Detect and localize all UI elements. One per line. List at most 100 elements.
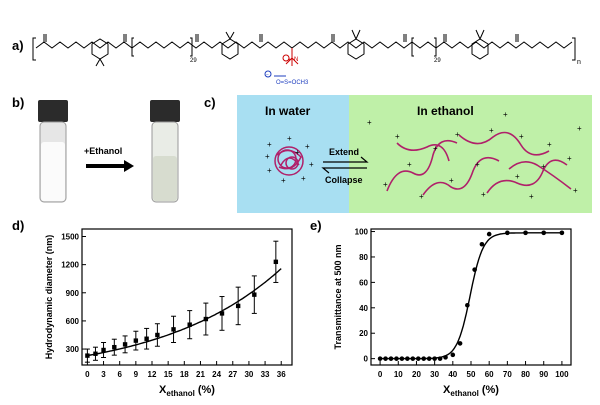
data-point xyxy=(432,356,437,361)
data-point xyxy=(457,341,463,346)
x-tick-label: 60 xyxy=(485,370,494,379)
x-axis-label-main: X xyxy=(443,384,451,396)
data-point xyxy=(541,230,547,236)
vial-cap-right xyxy=(150,100,180,122)
x-tick-label: 10 xyxy=(394,370,403,379)
peg-repeat-2: 29 xyxy=(434,58,441,64)
data-point xyxy=(252,292,257,297)
x-axis-label-sub: ethanol xyxy=(450,389,478,398)
x-tick-label: 80 xyxy=(521,370,530,379)
x-axis-label: Xethanol (%) xyxy=(443,384,499,398)
panel-label-a: a) xyxy=(12,38,24,53)
data-point xyxy=(437,356,443,361)
x-axis-label-unit: (%) xyxy=(482,384,499,396)
data-point xyxy=(399,356,405,361)
x-tick-label: 9 xyxy=(134,370,139,379)
y-tick-label: 100 xyxy=(355,228,369,237)
y-tick-label: 900 xyxy=(66,289,80,298)
svg-text:+: + xyxy=(265,152,270,161)
svg-text:+: + xyxy=(547,140,552,149)
data-point xyxy=(426,356,432,361)
plot-frame xyxy=(81,228,293,366)
extend-label: Extend xyxy=(329,147,359,157)
data-point xyxy=(479,241,485,247)
x-tick-label: 33 xyxy=(261,370,270,379)
data-point xyxy=(486,231,492,237)
data-point xyxy=(93,351,98,356)
x-axis-label: Xethanol (%) xyxy=(159,384,215,398)
data-point xyxy=(273,259,279,265)
y-axis-label: Transmittance at 500 nm xyxy=(333,244,343,349)
y-tick-label: 0 xyxy=(364,355,369,364)
data-point xyxy=(505,230,510,236)
chain-charges: + + + + + + + + + + + + + + + + + + + + xyxy=(367,110,582,201)
data-point xyxy=(383,356,388,361)
y-tick-label: 60 xyxy=(359,278,368,287)
svg-text:+: + xyxy=(419,192,424,201)
svg-text:+: + xyxy=(395,132,400,141)
data-point xyxy=(450,352,456,358)
peg-repeat-1: 29 xyxy=(190,58,197,64)
collapse-label: Collapse xyxy=(325,175,363,185)
vial-left-dispersion xyxy=(41,142,65,201)
solvent-schematic: In water In ethanol +++ +++ ++ + Extend C… xyxy=(237,95,592,213)
in-water-title: In water xyxy=(265,104,311,118)
fit-curve xyxy=(378,232,564,360)
svg-text:+: + xyxy=(433,144,438,153)
x-tick-label: 90 xyxy=(539,370,548,379)
x-tick-label: 21 xyxy=(196,370,205,379)
svg-text:+: + xyxy=(288,57,291,63)
y-tick-label: 80 xyxy=(359,253,368,262)
x-tick-label: 36 xyxy=(277,370,286,379)
data-point xyxy=(377,356,383,361)
data-point xyxy=(421,356,427,361)
svg-text:+: + xyxy=(267,166,272,175)
data-point xyxy=(394,356,399,361)
x-tick-label: 40 xyxy=(448,370,457,379)
x-tick-label: 30 xyxy=(430,370,439,379)
data-point xyxy=(219,311,225,316)
y-tick-label: 20 xyxy=(359,329,368,338)
extended-chains xyxy=(386,131,572,196)
x-tick-label: 6 xyxy=(117,370,122,379)
x-axis-label-main: X xyxy=(159,384,167,396)
x-tick-label: 27 xyxy=(228,370,237,379)
chart-transmittance: 0 10 20 30 40 50 60 70 80 90 100 0 20 40 60 80 100 Xethan… xyxy=(333,228,572,398)
collapsed-coil xyxy=(274,146,304,176)
outer-repeat-n: n xyxy=(577,59,581,66)
x-tick-label: 3 xyxy=(101,370,106,379)
data-point xyxy=(112,344,117,350)
vials-photo: +Ethanol xyxy=(38,100,180,203)
data-point xyxy=(465,302,470,308)
svg-text:+: + xyxy=(519,132,524,141)
y-tick-label: 1200 xyxy=(61,261,79,270)
anion-label: O=S=OCH3 xyxy=(276,80,309,86)
x-tick-label: 30 xyxy=(244,370,253,379)
ethanol-region xyxy=(349,95,592,213)
svg-text:+: + xyxy=(573,186,578,195)
data-point xyxy=(405,356,410,361)
x-tick-label: 20 xyxy=(412,370,421,379)
x-tick-label: 70 xyxy=(503,370,512,379)
data-point xyxy=(187,322,192,327)
data-point xyxy=(101,347,106,353)
svg-text:+: + xyxy=(383,180,388,189)
svg-text:+: + xyxy=(309,160,314,169)
data-point xyxy=(235,303,241,309)
data-point xyxy=(523,230,528,236)
extend-arrow xyxy=(323,156,369,163)
panel-label-b: b) xyxy=(12,95,25,110)
ethanol-arrow-label: +Ethanol xyxy=(84,146,122,156)
panel-label-e: e) xyxy=(310,218,322,233)
x-axis-label-unit: (%) xyxy=(198,384,215,396)
svg-text:N: N xyxy=(294,57,298,63)
chart-hydrodynamic-diameter: 0 3 6 9 12 15 18 21 24 27 30 33 3630060090012001500X… xyxy=(44,228,293,398)
svg-text:+: + xyxy=(489,126,494,135)
y-axis-label: Hydrodynamic diameter (nm) xyxy=(44,235,54,360)
svg-text:+: + xyxy=(287,134,292,143)
coil-charges: +++ +++ ++ + xyxy=(265,134,314,185)
panel-label-c: c) xyxy=(204,95,216,110)
fit-curve xyxy=(87,268,282,357)
data-point xyxy=(559,230,565,236)
x-tick-label: 24 xyxy=(212,370,221,379)
